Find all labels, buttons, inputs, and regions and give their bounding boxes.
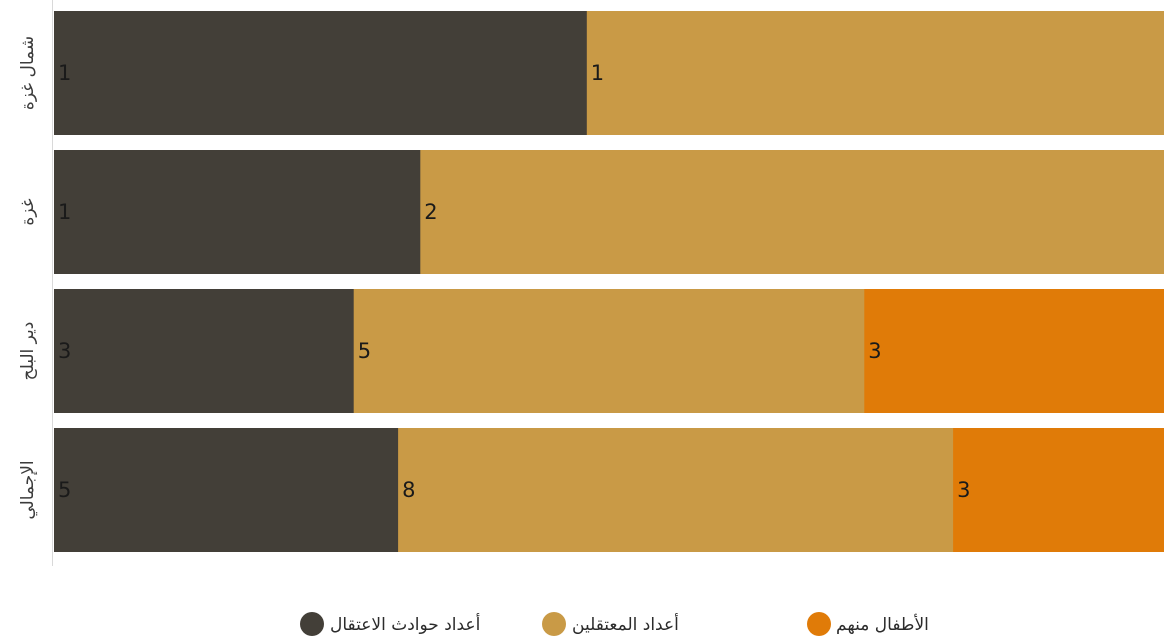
data-label: 3	[868, 339, 881, 363]
data-label: 5	[58, 478, 71, 502]
category-label: دير البلح	[18, 322, 38, 381]
bars-group: 1 1 1 2 3 5 3 5 8 3	[54, 11, 1164, 552]
legend: الأطفال منهم أعداد المعتقلين أعداد حوادث ا…	[300, 612, 929, 636]
legend-swatch	[807, 612, 831, 636]
category-label: غزة	[18, 198, 38, 225]
legend-label: أعداد حوادث الاعتقال	[330, 613, 480, 635]
data-label: 5	[358, 339, 371, 363]
bar-segment	[953, 428, 1164, 552]
bar-segment	[54, 150, 421, 274]
bar-segment	[353, 289, 865, 413]
data-label: 1	[591, 61, 604, 85]
legend-label: الأطفال منهم	[836, 614, 929, 635]
category-labels: شمال غزة غزة دير البلح الإجمالي	[18, 36, 38, 520]
bar-segment	[864, 289, 1164, 413]
bar-segment	[398, 428, 954, 552]
bar-segment	[420, 150, 1164, 274]
data-label: 3	[58, 339, 71, 363]
legend-swatch	[300, 612, 324, 636]
bar-segment	[54, 428, 399, 552]
category-label: الإجمالي	[18, 460, 38, 519]
bar-segment	[54, 11, 588, 135]
data-label: 1	[58, 200, 71, 224]
bar-segment	[586, 11, 1164, 135]
data-label: 1	[58, 61, 71, 85]
data-label: 3	[957, 478, 970, 502]
legend-swatch	[542, 612, 566, 636]
data-label: 8	[402, 478, 415, 502]
bar-segment	[54, 289, 355, 413]
legend-label: أعداد المعتقلين	[572, 613, 679, 635]
category-label: شمال غزة	[18, 36, 38, 110]
data-label: 2	[424, 200, 437, 224]
